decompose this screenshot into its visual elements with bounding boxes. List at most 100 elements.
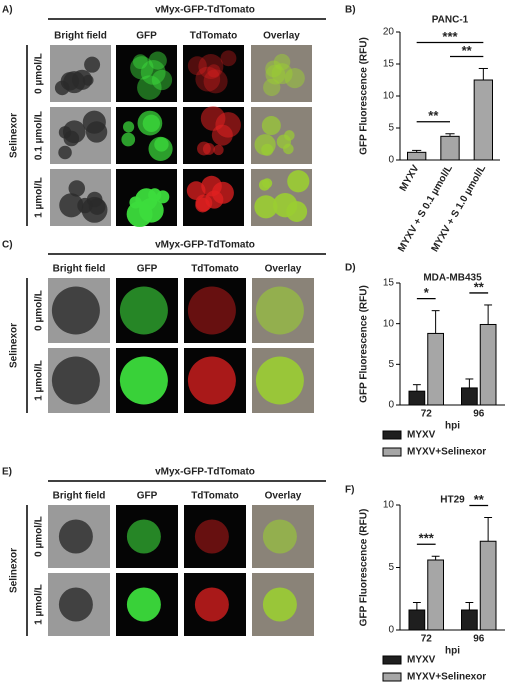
chart-title: PANC-1 [432,15,469,26]
cell-blob [58,587,93,622]
row-label: 0.1 µmol/L [34,111,45,160]
cell-blob [198,53,224,79]
cell-blob [261,143,274,156]
y-tick-label: 10 [383,318,395,329]
cell-blob [202,143,215,155]
cell-blob [140,60,166,85]
cell-blob [137,75,162,100]
sig-label: *** [419,531,435,546]
y-axis-label: GFP Fluorescence (RFU) [359,285,370,403]
legend-label: MYXV [407,655,436,666]
cell-blob [263,78,281,97]
panel-title: vMyx-GFP-TdTomato [155,240,255,251]
x-axis-label: hpi [445,646,460,657]
row-label: 0 µmol/L [34,290,45,331]
cell-blob [151,69,173,91]
y-tick-label: 0 [388,625,394,636]
micrograph [183,45,244,102]
cell-blob [284,130,295,141]
row-label: 0 µmol/L [34,516,45,557]
cell-blob [51,356,100,405]
cell-blob [119,286,168,335]
column-header: GFP [136,31,157,42]
cell-blob [58,126,72,139]
cell-blob [262,587,297,622]
x-tick-label: 96 [473,634,485,645]
chart-title: MDA-MB435 [423,273,482,284]
cell-blob [271,63,293,85]
row-label: 0 µmol/L [34,53,45,94]
bar [427,332,444,406]
y-tick-label: 10 [383,500,395,511]
cell-blob [156,190,170,204]
x-tick-label: 72 [421,634,433,645]
cell-blob [187,56,207,76]
legend-swatch [382,655,402,665]
column-header: Bright field [54,31,107,42]
panel-label: A) [2,5,13,16]
column-header: GFP [137,264,158,275]
cell-blob [255,286,304,335]
cell-blob [84,56,101,73]
cell-blob [194,587,229,622]
panel-label: F) [345,485,354,496]
cell-blob [62,120,86,144]
cell-blob [255,356,304,405]
sig-label: *** [442,29,458,44]
y-tick-label: 0 [388,400,394,411]
cell-blob [287,170,310,193]
cell-blob [261,116,281,136]
cell-blob [122,121,135,133]
column-header: GFP [137,491,158,502]
bar [461,387,478,406]
cell-blob [195,66,221,92]
cell-blob [254,195,278,219]
y-tick-label: 5 [388,359,394,370]
micrograph [184,278,246,343]
cell-blob [119,356,168,405]
row-label: 1 µmol/L [34,584,45,625]
chart-title: HT29 [440,495,465,506]
bar [440,135,460,161]
column-header: Overlay [265,491,302,502]
row-label: 1 µmol/L [34,177,45,218]
cell-blob [82,110,106,134]
cell-blob [58,145,72,160]
cell-blob [51,286,100,335]
cell-blob [82,74,94,86]
legend-label: MYXV+Selinexor [407,447,486,458]
panel-label: B) [345,5,356,16]
cell-blob [195,194,213,212]
cell-blob [220,50,237,67]
y-tick-label: 20 [383,27,395,38]
panel-label: D) [345,263,356,274]
sig-label: ** [462,43,473,58]
bar [479,540,497,631]
bar [407,151,427,161]
legend-swatch [382,447,402,457]
sig-label: ** [428,108,439,123]
cell-blob [203,69,228,94]
y-axis-label: GFP Fluorescence (RFU) [359,37,370,155]
group-label: Selinexor [9,113,20,158]
sig-label: ** [474,279,485,294]
cell-blob [77,197,93,214]
cell-blob [273,192,298,218]
column-header: Bright field [53,264,106,275]
y-tick-label: 0 [388,155,394,166]
column-header: Overlay [263,31,300,42]
y-tick-label: 15 [383,278,395,289]
x-tick-label: 96 [473,409,485,420]
group-label: Selinexor [9,323,20,368]
bar [479,323,497,406]
cell-blob [211,181,234,204]
panel-title: vMyx-GFP-TdTomato [155,5,255,16]
cell-blob [154,137,169,152]
sig-label: * [424,285,430,300]
y-tick-label: 10 [383,91,395,102]
cell-blob [215,112,241,138]
y-tick-label: 5 [388,562,394,573]
x-tick-label: MYXV [398,163,422,193]
column-header: TdTomato [191,491,239,502]
